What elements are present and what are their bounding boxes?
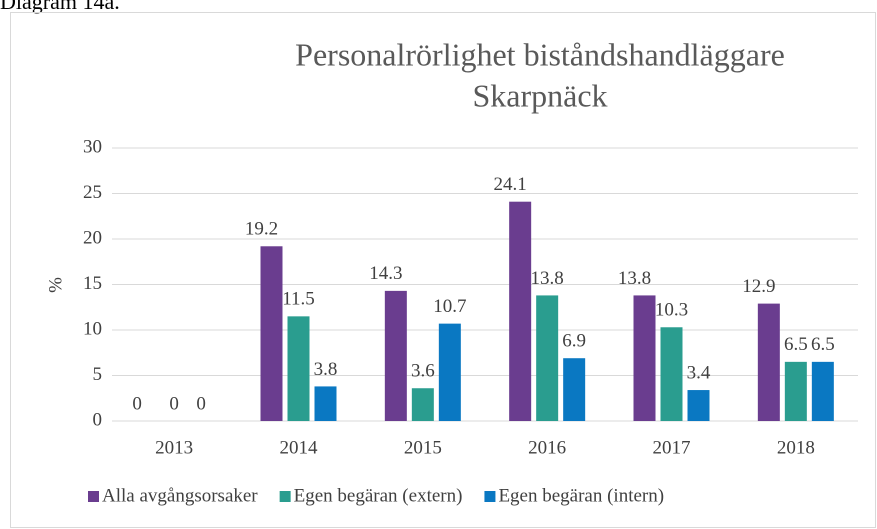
y-tick-label: 0 (93, 409, 103, 430)
bar (260, 246, 283, 421)
bar (811, 361, 834, 421)
data-label: 11.5 (282, 289, 315, 310)
bar (563, 358, 586, 421)
y-tick-label: 15 (83, 273, 102, 294)
chart-title: Personalrörlighet biståndshandläggare (295, 36, 785, 72)
bar (784, 361, 807, 421)
bar (633, 295, 656, 421)
data-label: 3.4 (687, 362, 711, 383)
legend-label: Alla avgångsorsaker (102, 485, 258, 506)
y-tick-label: 30 (83, 136, 102, 157)
legend-label: Egen begäran (intern) (498, 485, 664, 506)
data-label: 6.5 (784, 334, 808, 355)
data-label: 13.8 (618, 268, 651, 289)
bar (287, 316, 310, 421)
bar (411, 388, 434, 421)
legend-swatch (484, 491, 496, 502)
caption: Diagram 14a. (0, 0, 120, 14)
bar (687, 390, 710, 421)
x-tick-label: 2017 (653, 437, 691, 458)
bar (384, 290, 407, 421)
bar (660, 327, 683, 421)
y-tick-label: 5 (93, 364, 103, 385)
data-label: 10.7 (433, 296, 466, 317)
legend-label: Egen begäran (extern) (294, 485, 463, 506)
data-label: 13.8 (531, 268, 564, 289)
legend-swatch (279, 491, 291, 502)
data-label: 3.6 (411, 361, 435, 382)
bar (314, 386, 337, 421)
data-label: 12.9 (742, 276, 775, 297)
data-label: 3.8 (314, 359, 338, 380)
x-tick-label: 2016 (528, 437, 566, 458)
data-label: 10.3 (655, 300, 688, 321)
bar (438, 323, 461, 421)
data-label: 14.3 (369, 263, 402, 284)
data-label: 6.9 (562, 331, 586, 352)
x-tick-label: 2018 (777, 437, 815, 458)
data-label: 0 (132, 393, 142, 414)
chart-subtitle: Skarpnäck (472, 77, 607, 113)
y-axis-label: % (45, 277, 66, 293)
data-label: 0 (169, 393, 179, 414)
y-tick-label: 20 (83, 227, 102, 248)
legend-swatch (88, 491, 99, 502)
data-label: 19.2 (245, 219, 278, 240)
x-tick-label: 2014 (280, 437, 319, 458)
data-label: 0 (196, 393, 206, 414)
data-label: 24.1 (494, 174, 527, 195)
bar (509, 201, 532, 421)
chart-frame (10, 12, 876, 528)
y-tick-label: 25 (83, 182, 102, 203)
data-label: 6.5 (811, 334, 835, 355)
y-tick-label: 10 (83, 318, 102, 339)
bar (757, 303, 780, 421)
bar (536, 295, 559, 421)
x-tick-label: 2013 (155, 437, 193, 458)
x-tick-label: 2015 (404, 437, 442, 458)
